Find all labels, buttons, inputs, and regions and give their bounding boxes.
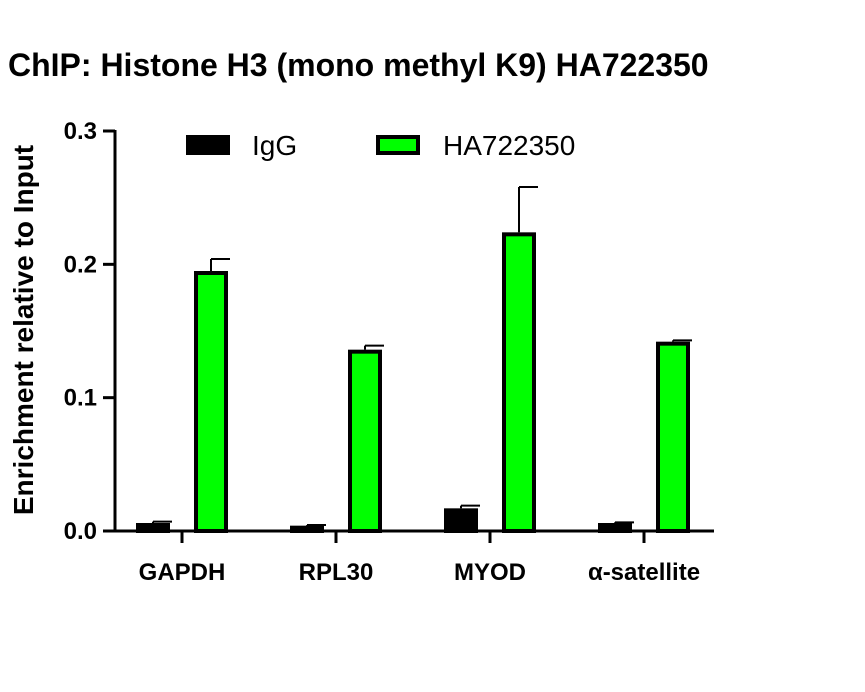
bar-igg-1 [290,525,324,534]
bar-ha722350-2 [502,232,536,533]
x-tick-label: GAPDH [139,559,226,586]
y-tick-label: 0.2 [64,251,97,278]
bar-igg-3 [598,523,632,533]
legend-swatch [376,135,420,155]
bar-igg-2 [444,508,478,534]
legend-label: IgG [252,130,297,161]
bars [136,186,692,534]
legend-label: HA722350 [443,130,575,161]
x-tick-label: α-satellite [588,559,700,586]
x-tick-label: RPL30 [299,559,374,586]
axes: 0.0 0.1 0.2 0.3 GAPDH RPL30 MYOD α-satellite [64,118,714,586]
chart-title: ChIP: Histone H3 (mono methyl K9) HA7223… [8,47,709,83]
bar-ha722350-0 [194,271,228,533]
bar-ha722350-1 [348,349,382,533]
legend: IgG HA722350 [186,130,575,161]
y-tick-label: 0.1 [64,385,97,412]
y-tick-label: 0.0 [64,518,97,545]
y-tick-label: 0.3 [64,118,97,145]
bar-ha722350-3 [656,341,690,533]
x-tick-label: MYOD [454,559,526,586]
y-axis-label: Enrichment relative to Input [8,145,39,515]
bar-igg-0 [136,523,170,533]
legend-swatch [186,135,230,155]
